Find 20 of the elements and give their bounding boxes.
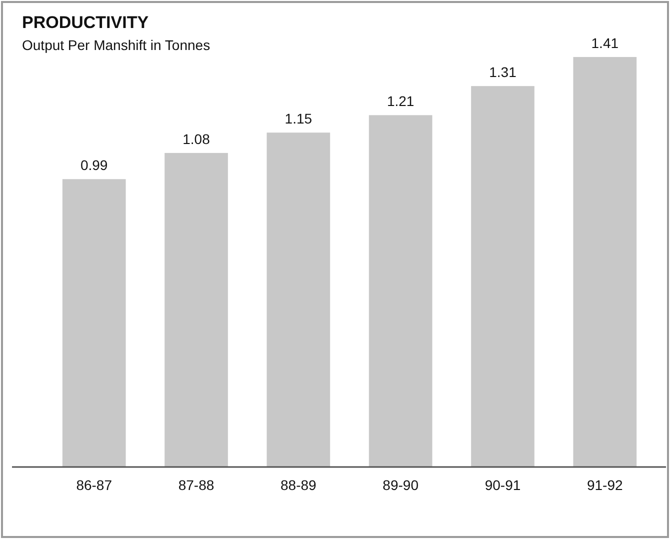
x-tick-label: 91-92: [586, 477, 624, 493]
data-label: 1.41: [591, 35, 619, 51]
data-label: 1.08: [182, 130, 210, 147]
bar: [471, 86, 534, 467]
x-tick-label: 90-91: [484, 477, 521, 493]
data-label: 1.21: [386, 93, 414, 110]
bar: [266, 132, 330, 467]
chart-title: PRODUCTIVITY: [22, 13, 150, 32]
x-tick-label: 87-88: [178, 477, 214, 493]
bar: [573, 57, 637, 467]
x-tick-label: 88-89: [280, 477, 317, 493]
bar: [62, 179, 126, 467]
x-tick-label: 89-90: [382, 477, 419, 493]
data-label: 1.15: [284, 110, 312, 127]
data-label: 1.31: [489, 64, 517, 80]
bar: [368, 115, 432, 467]
x-tick-label: 86-87: [76, 477, 112, 493]
chart-subtitle: Output Per Manshift in Tonnes: [22, 37, 210, 53]
data-label: 0.99: [80, 157, 108, 174]
bar: [164, 152, 228, 467]
